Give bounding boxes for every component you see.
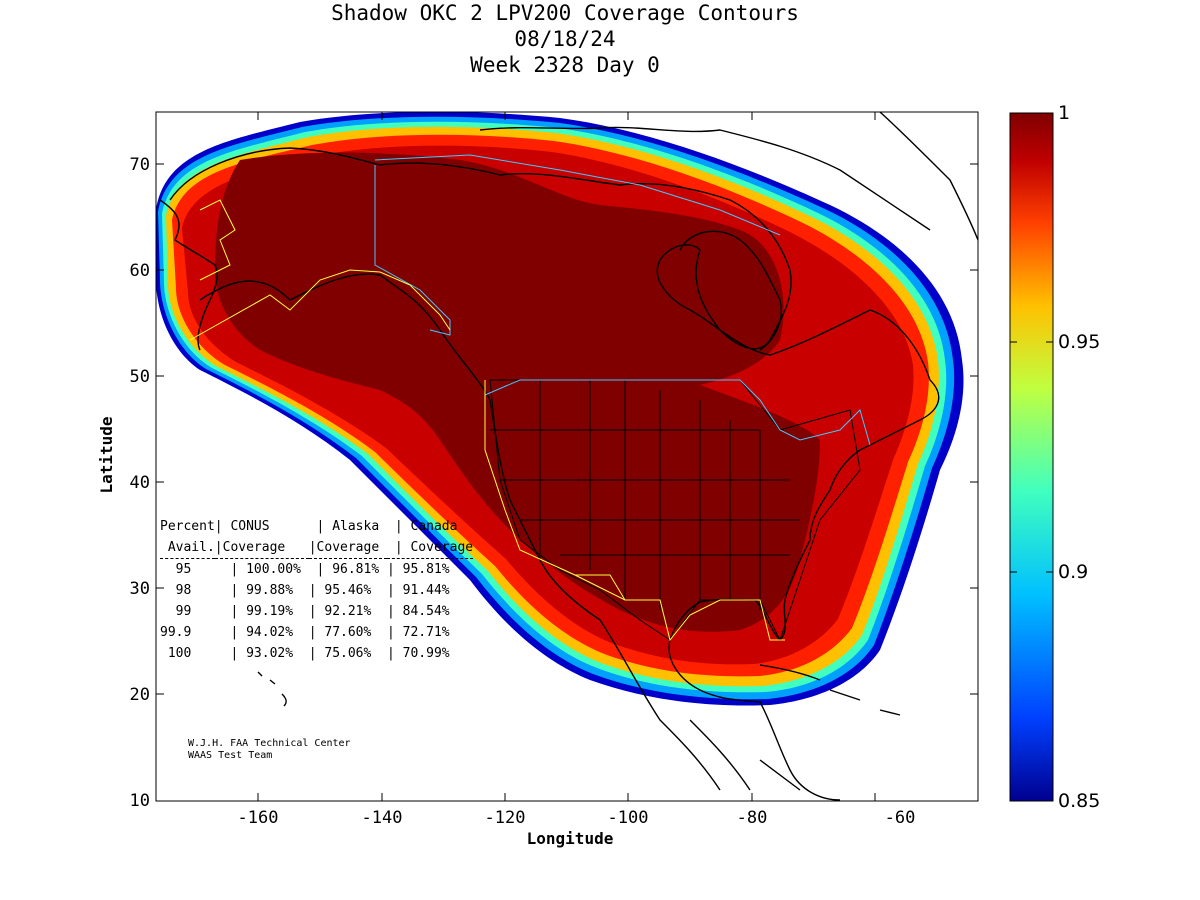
table-header-cell: Avail.: [160, 540, 215, 555]
table-row: 99 | 99.19% | 92.21% | 84.54%: [160, 601, 473, 622]
table-cell: | 70.99%: [387, 646, 450, 661]
table-row: 99.9 | 94.02% | 77.60% | 72.71%: [160, 622, 473, 643]
ytick-label: 20: [130, 685, 150, 705]
xtick-label: -140: [362, 808, 403, 828]
table-cell: | 94.02%: [214, 625, 309, 640]
table-cell: | 75.06%: [308, 646, 380, 661]
arctic-islands: [479, 126, 931, 231]
table-cell: 95: [160, 562, 207, 577]
table-header-cell: | Canada: [387, 519, 458, 534]
greenland: [879, 112, 978, 241]
table-cell: | 93.02%: [214, 646, 309, 661]
table-cell: | 99.88%: [214, 583, 309, 598]
colorbar-ticks: [1010, 341, 1053, 573]
credit-line: W.J.H. FAA Technical Center: [188, 738, 351, 749]
alaska-west-coast: [159, 199, 218, 351]
contour-band-1.00: [215, 152, 820, 632]
table-cell: | 95.81%: [387, 562, 450, 577]
table-row: 98 | 99.88% | 95.46% | 91.44%: [160, 580, 473, 601]
table-cell: | 96.81%: [308, 562, 387, 577]
colorbar-tick: 1: [1058, 102, 1071, 124]
table-cell: 99.9: [160, 625, 207, 640]
table-cell: | 91.44%: [387, 583, 450, 598]
chart-date: 08/18/24: [514, 27, 616, 51]
table-header-row: Avail. |Coverage |Coverage | Coverage: [160, 537, 474, 559]
caribbean: [759, 664, 901, 716]
plot-frame: [155, 111, 979, 802]
xtick-label: -80: [737, 808, 768, 828]
ytick-label: 50: [130, 367, 150, 387]
coverage-stats-table: Percent | CONUS | Alaska | Canada Avail.…: [160, 516, 474, 664]
xtick-label: -60: [885, 808, 916, 828]
ytick-label: 40: [130, 473, 150, 493]
colorbar-tick: 0.9: [1058, 561, 1089, 583]
x-axis-label: Longitude: [527, 829, 614, 848]
chart-week: Week 2328 Day 0: [470, 53, 660, 77]
canada-us-border: [374, 154, 871, 446]
north-america-coast: [169, 147, 940, 801]
coastlines: [159, 112, 978, 801]
table-cell: | 72.71%: [387, 625, 450, 640]
table-cell: 98: [160, 583, 207, 598]
xtick-label: -120: [485, 808, 526, 828]
table-cell: | 95.46%: [308, 583, 380, 598]
colorbar-tick: 0.95: [1058, 331, 1101, 353]
ytick-label: 10: [130, 791, 150, 811]
ytick-label: 70: [130, 155, 150, 175]
table-cell: | 99.19%: [214, 604, 309, 619]
table-header-cell: |Coverage: [308, 540, 380, 555]
table-cell: 99: [160, 604, 207, 619]
axis-ticks: [156, 112, 978, 801]
colorbar: [1009, 112, 1054, 802]
table-cell: 100: [160, 646, 207, 661]
colorbar-tick: 0.85: [1058, 790, 1101, 812]
table-header-cell: |Coverage: [214, 540, 294, 555]
ytick-label: 60: [130, 261, 150, 281]
table-cell: | 100.00%: [214, 562, 309, 577]
country-borders: [189, 154, 871, 642]
conus-border: [484, 380, 785, 642]
table-header-cell: Percent: [160, 519, 215, 534]
table-header-cell: | Coverage: [387, 540, 474, 555]
coverage-contours: [156, 112, 964, 706]
xtick-label: -100: [608, 808, 649, 828]
chart-title: Shadow OKC 2 LPV200 Coverage Contours: [331, 1, 799, 25]
credit-line: WAAS Test Team: [188, 750, 273, 761]
central-america: [689, 719, 801, 791]
table-header-cell: | Alaska: [308, 519, 387, 534]
mexico-border: [575, 574, 626, 601]
state-lines: [490, 380, 800, 610]
pacific-coast: [199, 273, 721, 791]
table-cell: | 77.60%: [308, 625, 380, 640]
ytick-label: 30: [130, 579, 150, 599]
table-cell: | 92.21%: [308, 604, 380, 619]
hawaii: [257, 671, 287, 707]
alaska-border: [189, 199, 451, 341]
table-row: 100 | 93.02% | 75.06% | 70.99%: [160, 643, 473, 664]
y-axis-label: Latitude: [97, 416, 116, 493]
hudson-bay: [679, 230, 782, 351]
table-cell: | 84.54%: [387, 604, 450, 619]
table-header-row: Percent | CONUS | Alaska | Canada: [160, 516, 473, 537]
table-row: 95 | 100.00% | 96.81% | 95.81%: [160, 559, 473, 581]
table-header-cell: | CONUS: [214, 519, 294, 534]
xtick-label: -160: [238, 808, 279, 828]
